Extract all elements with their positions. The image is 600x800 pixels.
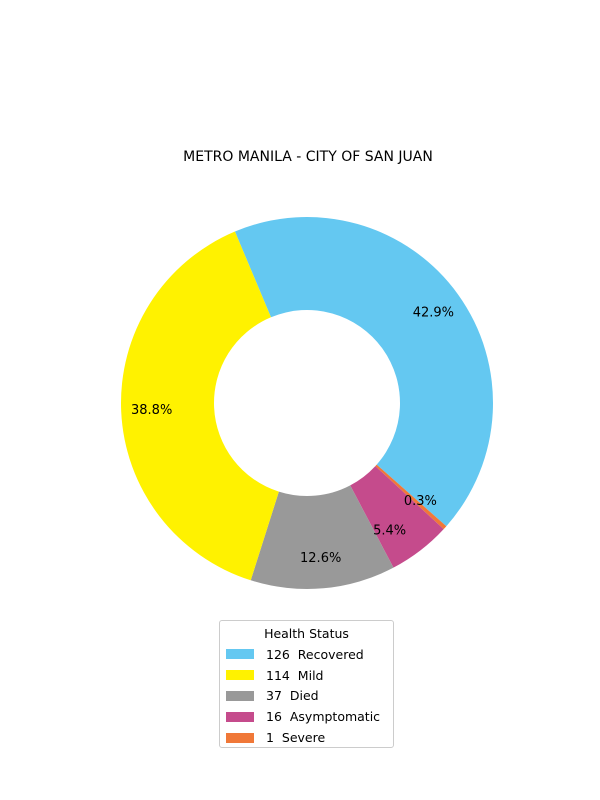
- legend-item-recovered: 126 Recovered: [220, 644, 393, 665]
- legend-item-died: 37 Died: [220, 686, 393, 707]
- legend-swatch: [226, 711, 254, 722]
- slice-asymptomatic: [350, 466, 444, 568]
- legend-label: 126 Recovered: [266, 646, 364, 662]
- legend-item-asymptomatic: 16 Asymptomatic: [220, 706, 393, 727]
- legend-title: Health Status: [264, 626, 349, 641]
- pct-label-severe: 0.3%: [404, 494, 437, 509]
- donut-slices: [120, 216, 493, 589]
- legend: Health Status 126 Recovered 114 Mild 37 Di…: [219, 620, 394, 748]
- slice-died: [250, 485, 394, 589]
- pct-label-died: 12.6%: [300, 551, 341, 566]
- pct-label-recovered: 42.9%: [413, 305, 454, 320]
- legend-item-severe: 1 Severe: [220, 727, 393, 748]
- pct-label-asymptomatic: 5.4%: [373, 523, 406, 538]
- legend-label: 114 Mild: [266, 667, 324, 683]
- slice-recovered: [234, 216, 493, 527]
- legend-label: 37 Died: [266, 688, 319, 704]
- legend-swatch: [226, 690, 254, 701]
- legend-items: 126 Recovered 114 Mild 37 Died 16 Asymptoma…: [220, 644, 393, 748]
- legend-label: 1 Severe: [266, 730, 326, 746]
- chart-title: METRO MANILA - CITY OF SAN JUAN: [183, 149, 433, 165]
- slice-labels: 42.9% 0.3% 5.4% 12.6% 38.8%: [131, 305, 454, 566]
- legend-label: 16 Asymptomatic: [266, 709, 381, 725]
- legend-swatch: [226, 670, 254, 681]
- slice-mild: [120, 231, 279, 581]
- pct-label-mild: 38.8%: [131, 403, 172, 418]
- legend-swatch: [226, 732, 254, 743]
- legend-item-mild: 114 Mild: [220, 665, 393, 686]
- legend-swatch: [226, 649, 254, 660]
- slice-severe: [375, 464, 447, 530]
